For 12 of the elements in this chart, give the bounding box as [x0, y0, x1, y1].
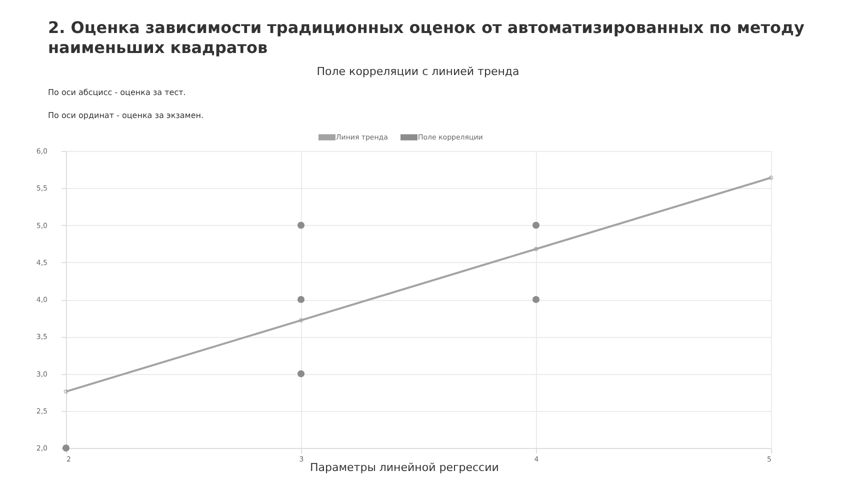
point: [532, 296, 540, 304]
text: По оси ординат - оценка за экзамен.: [48, 111, 204, 120]
text: По оси абсцисс - оценка за тест.: [48, 88, 186, 97]
chart-subtitle: Поле корреляции с линией тренда: [316, 65, 520, 78]
point: [297, 370, 305, 378]
point: [297, 222, 305, 229]
chart-title: 2. Оценка зависимости традиционных оценок от автоматизированных по методу наименьших квадратов: [48, 18, 805, 57]
text: Параметры линейной регрессии: [310, 461, 499, 474]
point: [297, 296, 305, 304]
point: [298, 318, 304, 323]
point: [534, 246, 538, 252]
point: [532, 222, 540, 229]
